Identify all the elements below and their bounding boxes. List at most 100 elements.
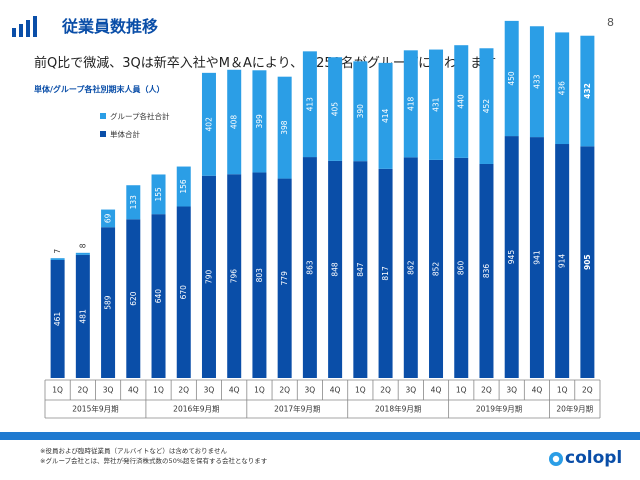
data-label-group: 432 xyxy=(583,83,592,99)
bar-chart-icon xyxy=(12,16,37,37)
data-label-group: 414 xyxy=(381,108,390,123)
data-label-standalone: 589 xyxy=(104,295,113,310)
fiscal-year-label: 20年9月期 xyxy=(556,404,593,414)
data-label-group: 436 xyxy=(558,81,567,96)
data-label-group: 433 xyxy=(532,74,541,89)
fiscal-year-label: 2015年9月期 xyxy=(72,404,118,414)
fiscal-year-label: 2018年9月期 xyxy=(375,404,421,414)
bar-standalone xyxy=(201,175,216,378)
page-number: 8 xyxy=(607,16,614,29)
bar-standalone xyxy=(151,214,166,378)
data-label-standalone: 779 xyxy=(280,271,289,286)
data-label-standalone: 852 xyxy=(432,262,441,277)
bar-standalone xyxy=(353,161,368,378)
bar-standalone xyxy=(403,157,418,378)
fiscal-year-label: 2019年9月期 xyxy=(476,404,522,414)
data-label-group: 398 xyxy=(280,120,289,135)
data-label-standalone: 620 xyxy=(129,291,138,306)
legend-item-group: グループ各社合計 xyxy=(100,110,170,122)
data-label-group: 408 xyxy=(230,115,239,130)
data-label-standalone: 860 xyxy=(457,261,466,276)
x-tick-label: 2Q xyxy=(178,386,189,395)
data-label-group: 133 xyxy=(129,195,138,210)
data-label-standalone: 796 xyxy=(230,269,239,284)
data-label-standalone: 817 xyxy=(381,266,390,281)
bar-group xyxy=(75,252,90,255)
bar-standalone xyxy=(252,172,267,378)
data-label-standalone: 941 xyxy=(532,250,541,265)
bar-standalone xyxy=(176,206,191,378)
bar-group xyxy=(353,61,368,162)
data-label-group: 69 xyxy=(104,213,113,223)
data-label-standalone: 836 xyxy=(482,264,491,279)
bar-group xyxy=(126,185,141,220)
bar-group xyxy=(529,26,544,138)
bar-standalone xyxy=(277,178,292,378)
x-tick-label: 1Q xyxy=(52,386,63,395)
bar-standalone xyxy=(529,137,544,378)
x-tick-label: 3Q xyxy=(204,386,215,395)
data-label-group: 7 xyxy=(53,249,62,254)
bar-standalone xyxy=(328,160,343,378)
page-title: 従業員数推移 xyxy=(62,17,159,36)
bar-standalone xyxy=(227,174,242,378)
x-tick-label: 4Q xyxy=(229,386,240,395)
x-tick-label: 1Q xyxy=(153,386,164,395)
x-tick-label: 1Q xyxy=(557,386,568,395)
bar-group xyxy=(302,51,317,158)
data-label-standalone: 862 xyxy=(406,260,415,275)
chart-legend: グループ各社合計 単体合計 xyxy=(100,110,170,146)
data-label-group: 452 xyxy=(482,99,491,114)
bar-group xyxy=(580,35,595,147)
bar-group xyxy=(479,48,494,164)
data-label-group: 8 xyxy=(78,243,87,248)
x-tick-label: 2Q xyxy=(481,386,492,395)
bar-group xyxy=(328,57,343,161)
x-tick-label: 2Q xyxy=(279,386,290,395)
x-tick-label: 3Q xyxy=(405,386,416,395)
legend-label-standalone: 単体合計 xyxy=(110,129,140,139)
data-label-standalone: 790 xyxy=(204,270,213,285)
company-logo: colopl xyxy=(548,448,623,472)
footnote-1: ※役員および臨時従業員（アルバイトなど）は含めておりません xyxy=(40,447,227,455)
legend-swatch-group xyxy=(100,113,106,119)
bar-standalone xyxy=(50,259,65,378)
x-tick-label: 1Q xyxy=(355,386,366,395)
bar-group xyxy=(50,258,65,260)
data-label-group: 431 xyxy=(432,97,441,112)
legend-item-standalone: 単体合計 xyxy=(100,128,170,140)
bar-group xyxy=(227,69,242,175)
data-label-standalone: 863 xyxy=(305,260,314,275)
legend-swatch-standalone xyxy=(100,131,106,137)
data-label-standalone: 945 xyxy=(507,250,516,265)
bar-group xyxy=(151,174,166,215)
logo-text: colopl xyxy=(565,448,623,468)
bar-standalone xyxy=(101,227,116,378)
bar-standalone xyxy=(479,163,494,378)
data-label-standalone: 670 xyxy=(179,285,188,300)
x-tick-label: 4Q xyxy=(431,386,442,395)
data-label-group: 156 xyxy=(179,179,188,194)
logo-icon xyxy=(549,452,563,466)
data-label-group: 450 xyxy=(507,71,516,86)
bar-group xyxy=(378,62,393,169)
data-label-standalone: 848 xyxy=(331,262,340,277)
bar-standalone xyxy=(126,219,141,378)
bar-standalone xyxy=(302,157,317,378)
data-label-standalone: 847 xyxy=(356,262,365,277)
x-tick-label: 2Q xyxy=(380,386,391,395)
fiscal-year-label: 2017年9月期 xyxy=(274,404,320,414)
employee-stacked-bar-chart: 461 7 481 8 589 69 620 133 640 155 670 156 790 402 796… xyxy=(44,20,601,419)
data-label-group: 405 xyxy=(331,102,340,117)
fiscal-year-label: 2016年9月期 xyxy=(173,404,219,414)
bar-standalone xyxy=(378,168,393,378)
data-label-group: 413 xyxy=(305,97,314,112)
bar-standalone xyxy=(75,254,90,378)
chart-caption: 単体/グループ各社別期末人員（人） xyxy=(34,85,165,94)
bar-group xyxy=(429,49,444,160)
data-label-group: 155 xyxy=(154,187,163,202)
data-label-standalone: 640 xyxy=(154,289,163,304)
data-label-group: 402 xyxy=(204,117,213,132)
bar-group xyxy=(176,166,191,207)
data-label-standalone: 803 xyxy=(255,268,264,283)
